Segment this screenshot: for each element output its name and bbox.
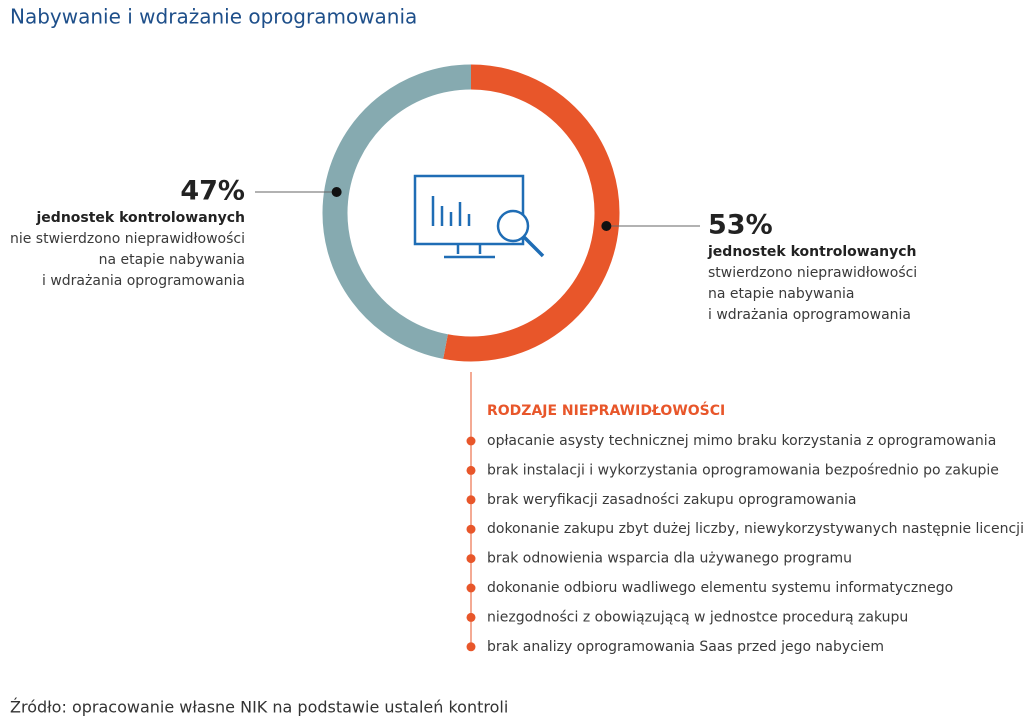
chart-title: Nabywanie i wdrażanie oprogramowania xyxy=(10,5,417,29)
bullet xyxy=(466,612,476,622)
list-item: brak instalacji i wykorzystania oprogram… xyxy=(487,462,999,478)
donut-segment xyxy=(322,64,472,359)
bullet xyxy=(466,436,476,446)
segment-description: i wdrażania oprogramowania xyxy=(42,273,245,289)
segment-description: stwierdzono nieprawidłowości xyxy=(708,265,917,281)
bullet xyxy=(466,524,476,534)
segment-description: na etapie nabywania xyxy=(99,252,245,268)
segment-description: na etapie nabywania xyxy=(708,286,854,302)
leader-dot xyxy=(331,187,342,197)
list-item: dokonanie odbioru wadliwego elementu sys… xyxy=(487,580,953,596)
list-item: niezgodności z obowiązującą w jednostce … xyxy=(487,609,908,625)
value-label: 47% xyxy=(180,176,245,207)
bullet xyxy=(466,642,476,652)
segment-description: i wdrażania oprogramowania xyxy=(708,307,911,323)
segment-label: jednostek kontrolowanych xyxy=(707,244,917,260)
donut-segment xyxy=(443,64,620,362)
bullet xyxy=(466,495,476,505)
bullet xyxy=(466,583,476,593)
list-item: dokonanie zakupu zbyt dużej liczby, niew… xyxy=(487,521,1024,537)
list-item: brak odnowienia wsparcia dla używanego p… xyxy=(487,551,852,567)
bullet xyxy=(466,465,476,475)
source-note: Źródło: opracowanie własne NIK na podsta… xyxy=(10,698,508,717)
value-label: 53% xyxy=(708,210,773,241)
monitor-icon xyxy=(413,174,545,259)
segment-description: nie stwierdzono nieprawidłowości xyxy=(10,231,245,247)
segment-label: jednostek kontrolowanych xyxy=(36,210,246,226)
leader-dot xyxy=(601,221,612,231)
list-title: RODZAJE NIEPRAWIDŁOWOŚCI xyxy=(487,401,725,419)
list-item: opłacanie asysty technicznej mimo braku … xyxy=(487,433,996,449)
list-item: brak weryfikacji zasadności zakupu oprog… xyxy=(487,492,856,508)
bullet xyxy=(466,554,476,564)
list-item: brak analizy oprogramowania Saas przed j… xyxy=(487,639,884,655)
